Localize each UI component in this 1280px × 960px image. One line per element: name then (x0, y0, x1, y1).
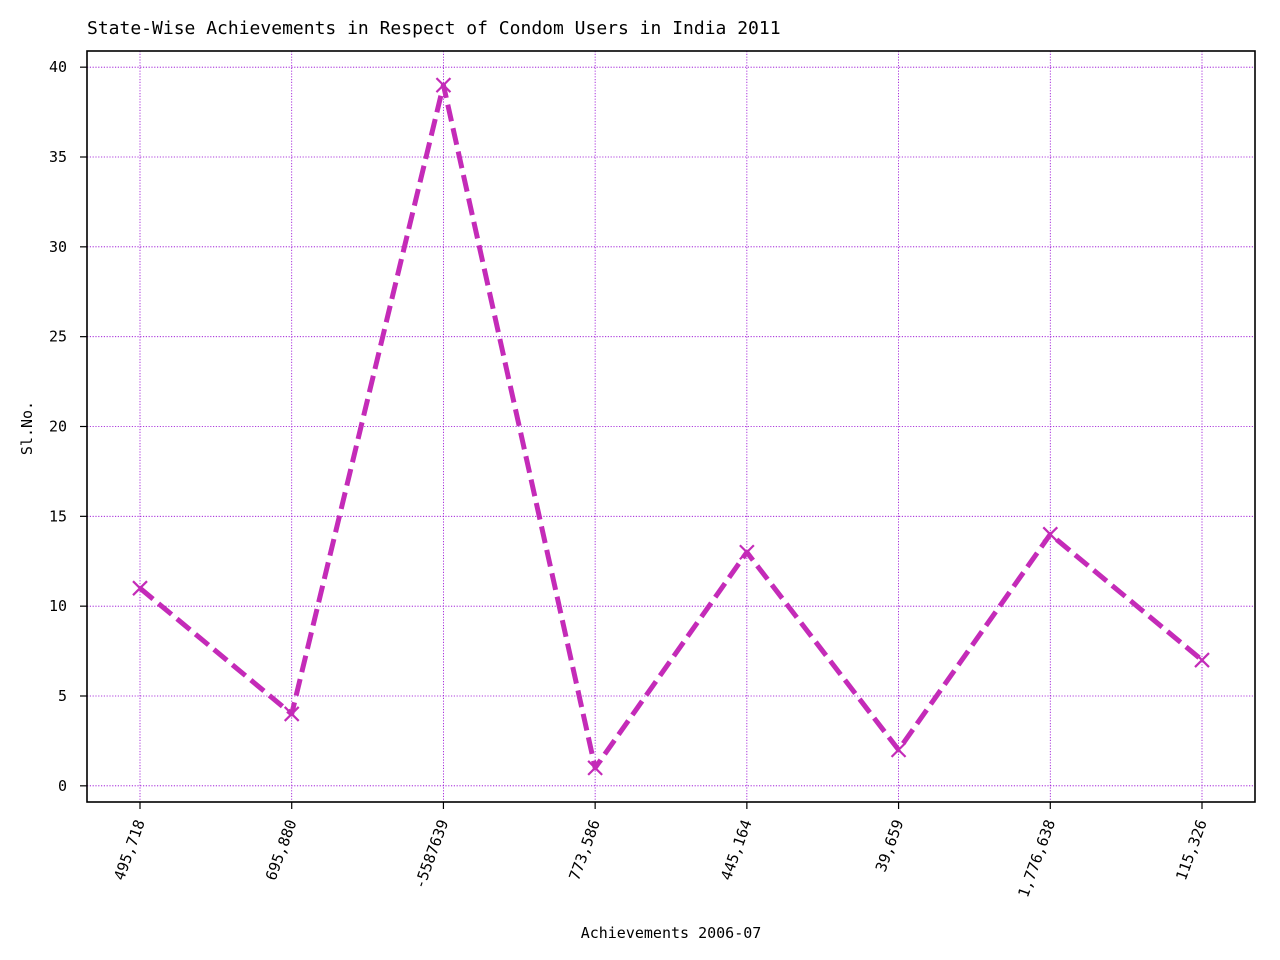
y-tick-label: 25 (49, 328, 67, 346)
y-tick-label: 5 (58, 687, 67, 705)
grid-lines (87, 51, 1255, 802)
y-tick-label: 30 (49, 238, 67, 256)
marker-stroke (739, 544, 755, 561)
data-point-marker (435, 77, 452, 93)
data-point-marker (1194, 652, 1210, 668)
series-layer (132, 77, 1210, 776)
marker-stroke (1194, 652, 1210, 668)
data-point-marker (283, 706, 300, 722)
y-axis-ticks: 0 5 10 15 20 25 30 35 40 (49, 58, 87, 795)
y-tick-label: 20 (49, 418, 67, 436)
marker-stroke (1042, 526, 1059, 543)
x-axis-label: Achievements 2006-07 (581, 924, 762, 942)
y-tick-label: 10 (49, 597, 67, 615)
data-point-marker (132, 580, 148, 596)
marker-stroke (587, 760, 603, 776)
marker-stroke (435, 77, 452, 93)
chart-title: State-Wise Achievements in Respect of Co… (87, 18, 781, 39)
data-point-marker (1042, 526, 1059, 543)
data-point-marker (890, 742, 907, 758)
y-tick-label: 40 (49, 58, 67, 76)
marker-stroke (283, 706, 300, 722)
data-point-marker (739, 544, 755, 561)
y-tick-label: 0 (58, 777, 67, 795)
data-point-marker (587, 760, 603, 776)
y-tick-label: 35 (49, 148, 67, 166)
marker-stroke (890, 742, 907, 758)
marker-stroke (132, 580, 148, 596)
y-axis-label: Sl.No. (18, 401, 36, 455)
series-line (138, 82, 1204, 771)
y-tick-label: 15 (49, 507, 67, 525)
